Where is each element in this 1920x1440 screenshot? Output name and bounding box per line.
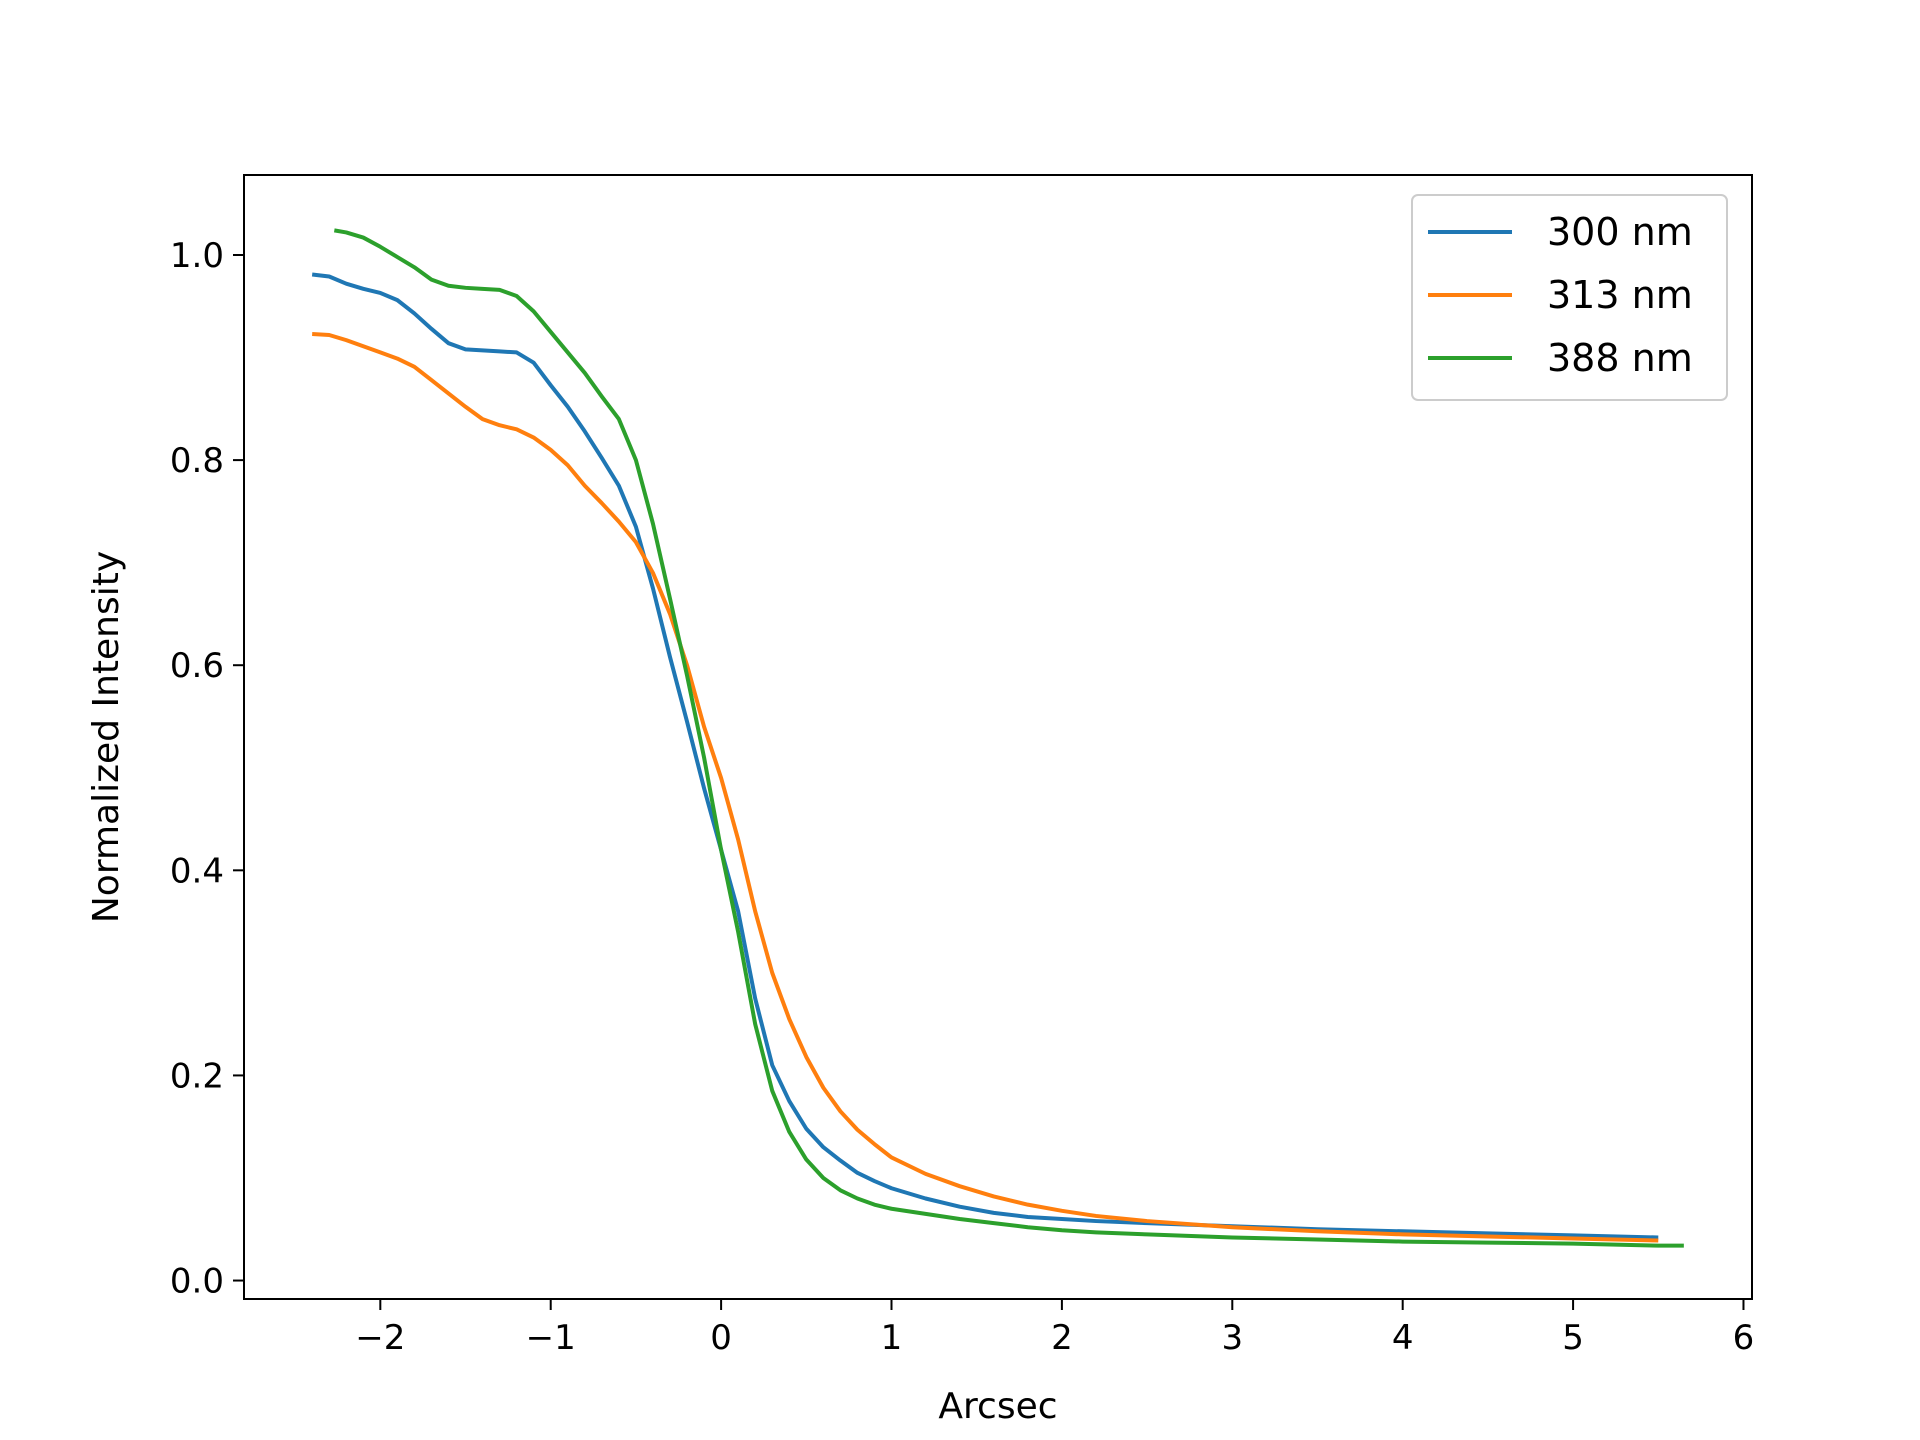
y-tick-label: 0.4 — [170, 851, 224, 891]
legend-label: 388 nm — [1547, 336, 1693, 380]
legend-box — [1411, 194, 1728, 401]
legend-item: 388 nm — [1428, 336, 1693, 380]
y-tick-label: 0.2 — [170, 1056, 224, 1096]
x-tick-label: 1 — [881, 1318, 903, 1358]
x-tick-label: 6 — [1733, 1318, 1755, 1358]
legend-label: 313 nm — [1547, 273, 1693, 317]
series-line-2 — [312, 331, 1659, 1243]
series-line-3 — [333, 228, 1684, 1248]
plot-frame — [243, 174, 1753, 1300]
series-line-1 — [311, 272, 1659, 1240]
y-axis-ticks: 0.0 0.2 0.4 0.6 0.8 1.0 — [170, 236, 244, 1302]
legend-item: 313 nm — [1428, 273, 1693, 317]
y-tick-label: 0.8 — [170, 441, 224, 481]
y-tick-label: 0.0 — [170, 1262, 224, 1302]
x-tick-label: 4 — [1392, 1318, 1414, 1358]
series-lines — [311, 228, 1684, 1248]
legend-label: 300 nm — [1547, 210, 1693, 254]
x-axis-label: Arcsec — [938, 1386, 1057, 1427]
legend: 300 nm 313 nm 388 nm — [1411, 194, 1728, 401]
x-tick-label: −1 — [526, 1318, 576, 1358]
x-tick-label: 2 — [1051, 1318, 1073, 1358]
y-axis-label: Normalized Intensity — [86, 551, 127, 923]
x-tick-label: −2 — [355, 1318, 405, 1358]
x-axis-ticks: −2 −1 0 1 2 3 4 5 6 — [355, 1299, 1754, 1358]
x-tick-label: 0 — [710, 1318, 732, 1358]
x-tick-label: 3 — [1221, 1318, 1243, 1358]
x-tick-label: 5 — [1562, 1318, 1584, 1358]
y-tick-label: 0.6 — [170, 646, 224, 686]
legend-item: 300 nm — [1428, 210, 1693, 254]
y-tick-label: 1.0 — [170, 236, 224, 276]
